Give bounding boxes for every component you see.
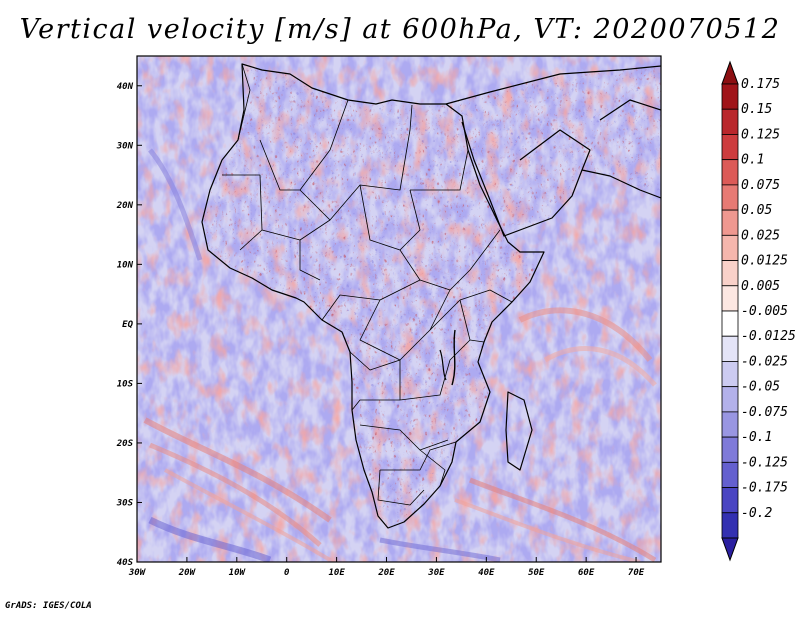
colorbar-label: 0.175 — [741, 77, 780, 92]
lon-tick-label: 10E — [328, 568, 345, 578]
colorbar-label: -0.05 — [741, 380, 780, 395]
colorbar-swatch — [721, 436, 739, 463]
colorbar-label: -0.1 — [741, 430, 772, 445]
longitude-axis: 30W 20W 10W 0 10E 20E 30E 40E 50E 60E 70E — [128, 557, 645, 578]
colorbar-label: 0.075 — [741, 178, 780, 193]
colorbar-swatch — [721, 461, 739, 488]
colorbar-swatch — [721, 234, 739, 261]
lat-tick-label: 30N — [116, 141, 134, 151]
lon-tick-label: 70E — [628, 568, 645, 578]
colorbar-swatch — [721, 159, 739, 186]
colorbar-label: -0.005 — [741, 304, 788, 319]
colorbar-swatch — [721, 184, 739, 211]
map-panel — [137, 56, 661, 562]
lon-tick-label: 20E — [377, 568, 395, 578]
colorbar: 0.175 0.15 0.125 0.1 0.075 0.05 0.025 0.0125 0.0… — [721, 60, 796, 562]
lon-tick-label: 0 — [284, 568, 290, 578]
colorbar-label: -0.075 — [741, 405, 788, 420]
lat-tick-label: 10N — [117, 260, 134, 270]
colorbar-swatch — [721, 310, 739, 337]
lat-tick-label: 20N — [116, 201, 134, 211]
colorbar-swatch — [721, 83, 739, 110]
colorbar-label: -0.2 — [741, 506, 772, 521]
lon-tick-label: 60E — [578, 568, 595, 578]
lat-tick-label: 20S — [116, 439, 134, 449]
colorbar-label: 0.005 — [741, 279, 780, 294]
colorbar-swatch — [721, 512, 739, 539]
grads-credit: GrADS: IGES/COLA — [5, 601, 92, 611]
colorbar-swatch — [721, 260, 739, 287]
lat-tick-label: 10S — [117, 379, 134, 389]
colorbar-swatch — [721, 285, 739, 312]
colorbar-swatch — [721, 487, 739, 514]
lat-tick-label: EQ — [122, 320, 133, 330]
colorbar-swatch — [721, 386, 739, 413]
colorbar-top-arrow — [721, 60, 739, 85]
colorbar-label: -0.175 — [741, 481, 788, 496]
lon-tick-label: 30E — [427, 568, 445, 578]
plot-title: Vertical velocity [m/s] at 600hPa, VT: 2… — [19, 14, 781, 45]
colorbar-label: -0.0125 — [741, 329, 796, 344]
lat-tick-label: 40N — [117, 82, 134, 92]
map-frame — [136, 55, 662, 563]
colorbar-label: 0.1 — [741, 153, 764, 168]
lat-tick-label: 40S — [117, 558, 134, 568]
lon-tick-label: 40E — [478, 568, 495, 578]
lon-tick-label: 10W — [229, 568, 247, 578]
colorbar-swatch — [721, 108, 739, 135]
coastlines-and-borders — [201, 63, 661, 529]
colorbar-label: 0.125 — [741, 127, 780, 142]
colorbar-swatch — [721, 411, 739, 438]
colorbar-label: 0.0125 — [741, 254, 788, 269]
colorbar-label: -0.025 — [741, 354, 788, 369]
colorbar-swatch — [721, 134, 739, 161]
lat-tick-label: 30S — [116, 498, 134, 508]
ocean-streaks — [143, 148, 657, 562]
colorbar-swatch — [721, 209, 739, 236]
colorbar-swatch — [721, 335, 739, 362]
lon-tick-label: 50E — [528, 568, 545, 578]
colorbar-label: 0.05 — [741, 203, 772, 218]
colorbar-bottom-arrow — [721, 537, 739, 562]
colorbar-label: -0.125 — [741, 455, 788, 470]
colorbar-swatch — [721, 361, 739, 388]
lon-tick-label: 20W — [178, 568, 197, 578]
lon-tick-label: 30W — [128, 568, 147, 578]
latitude-axis: 40N 30N 20N 10N EQ 10S 20S 30S 40S — [116, 82, 142, 568]
colorbar-label: 0.025 — [741, 228, 780, 243]
colorbar-label: 0.15 — [741, 102, 772, 117]
